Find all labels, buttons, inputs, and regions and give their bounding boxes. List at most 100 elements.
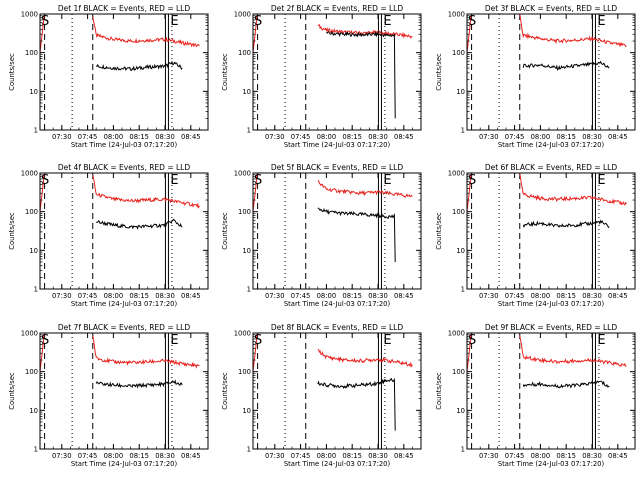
y-tick-label: 100	[452, 208, 465, 216]
detector-panel: Det 9f BLACK = Events, RED = LLD S E 1 10 100…	[435, 323, 636, 468]
y-tick-label: 100	[238, 49, 251, 57]
x-tick-label: 08:45	[394, 133, 414, 141]
x-axis-label: Start Time (24-Jul-03 07:17:20)	[498, 141, 605, 149]
x-axis-label: Start Time (24-Jul-03 07:17:20)	[284, 460, 391, 468]
lld-trace	[317, 24, 413, 40]
x-tick-label: 07:30	[479, 133, 499, 141]
x-tick-label: 08:15	[342, 133, 362, 141]
y-tick-label: 1	[461, 286, 465, 294]
y-tick-label: 10	[242, 407, 251, 415]
y-tick-label: 100	[25, 49, 38, 57]
lld-trace	[92, 175, 200, 209]
events-trace	[522, 60, 610, 71]
x-tick-label: 08:15	[556, 133, 576, 141]
y-tick-label: 1000	[234, 330, 251, 338]
x-tick-label: 08:00	[104, 452, 124, 460]
y-tick-label: 1000	[448, 11, 465, 19]
end-marker: E	[170, 333, 178, 348]
events-trace	[326, 30, 396, 119]
panel-title: Det 2f BLACK = Events, RED = LLD	[271, 4, 404, 13]
x-axis-label: Start Time (24-Jul-03 07:17:20)	[71, 300, 178, 308]
x-tick-label: 08:15	[556, 292, 576, 300]
panel-title: Det 7f BLACK = Events, RED = LLD	[58, 323, 191, 332]
events-trace	[95, 379, 183, 389]
y-tick-label: 1	[34, 127, 38, 135]
x-tick-label: 08:15	[556, 452, 576, 460]
x-tick-label: 08:30	[155, 452, 175, 460]
end-marker: E	[597, 14, 605, 29]
x-tick-label: 07:30	[265, 452, 285, 460]
start-marker: S	[254, 333, 262, 348]
y-tick-label: 1	[34, 286, 38, 294]
x-tick-label: 07:45	[505, 292, 525, 300]
end-marker: E	[383, 333, 391, 348]
detector-panel: Det 5f BLACK = Events, RED = LLD S E 1 10 100…	[221, 163, 422, 308]
panel-title: Det 8f BLACK = Events, RED = LLD	[271, 323, 404, 332]
panel-frame	[39, 332, 209, 450]
x-tick-label: 08:00	[531, 292, 551, 300]
events-trace	[317, 207, 396, 263]
end-marker: E	[383, 14, 391, 29]
y-tick-label: 1	[247, 127, 251, 135]
y-tick-label: 100	[25, 368, 38, 376]
y-tick-label: 10	[456, 88, 465, 96]
y-tick-label: 1000	[448, 330, 465, 338]
x-tick-label: 07:30	[52, 133, 72, 141]
x-axis-label: Start Time (24-Jul-03 07:17:20)	[498, 460, 605, 468]
detector-panel: Det 8f BLACK = Events, RED = LLD S E 1 10 100…	[221, 323, 422, 468]
start-marker: S	[41, 173, 49, 188]
panel-title: Det 9f BLACK = Events, RED = LLD	[485, 323, 618, 332]
y-tick-label: 10	[29, 88, 38, 96]
x-tick-label: 08:30	[582, 292, 602, 300]
x-tick-label: 08:15	[342, 452, 362, 460]
panel-frame	[466, 332, 636, 450]
x-axis-label: Start Time (24-Jul-03 07:17:20)	[498, 300, 605, 308]
end-marker: E	[170, 173, 178, 188]
start-marker: S	[468, 173, 476, 188]
x-tick-label: 08:30	[368, 133, 388, 141]
y-tick-label: 10	[29, 407, 38, 415]
panel-frame	[466, 172, 636, 290]
y-tick-label: 1000	[21, 170, 38, 178]
y-axis-label: Counts/sec	[8, 372, 16, 410]
lld-trace	[519, 173, 627, 206]
events-trace	[522, 380, 610, 389]
x-tick-label: 08:30	[582, 452, 602, 460]
panel-frame	[252, 332, 422, 450]
end-marker: E	[170, 14, 178, 29]
y-tick-label: 1	[461, 446, 465, 454]
detector-panel: Det 6f BLACK = Events, RED = LLD S E 1 10 100…	[435, 163, 636, 308]
y-axis-label: Counts/sec	[435, 372, 443, 410]
x-tick-label: 08:00	[317, 452, 337, 460]
y-axis-label: Counts/sec	[8, 212, 16, 250]
x-tick-label: 08:45	[608, 452, 628, 460]
lld-trace	[92, 16, 200, 48]
detector-panel: Det 1f BLACK = Events, RED = LLD S E 1 10 100…	[8, 4, 209, 149]
y-tick-label: 100	[452, 49, 465, 57]
x-tick-label: 07:45	[505, 452, 525, 460]
x-tick-label: 08:30	[155, 292, 175, 300]
x-tick-label: 08:15	[129, 292, 149, 300]
y-axis-label: Counts/sec	[435, 53, 443, 91]
x-tick-label: 07:30	[479, 292, 499, 300]
x-tick-label: 07:45	[78, 133, 98, 141]
panel-frame	[252, 13, 422, 131]
x-tick-label: 07:45	[291, 292, 311, 300]
y-tick-label: 1	[247, 286, 251, 294]
y-tick-label: 1000	[234, 170, 251, 178]
events-trace	[317, 377, 396, 431]
x-tick-label: 08:45	[181, 292, 201, 300]
y-tick-label: 10	[29, 247, 38, 255]
x-tick-label: 08:30	[155, 133, 175, 141]
start-marker: S	[41, 14, 49, 29]
x-tick-label: 08:45	[608, 292, 628, 300]
x-tick-label: 08:30	[368, 452, 388, 460]
end-marker: E	[597, 333, 605, 348]
x-tick-label: 08:15	[129, 452, 149, 460]
lld-trace	[519, 14, 627, 48]
x-axis-label: Start Time (24-Jul-03 07:17:20)	[71, 460, 178, 468]
panel-title: Det 3f BLACK = Events, RED = LLD	[485, 4, 618, 13]
y-tick-label: 1000	[21, 11, 38, 19]
y-tick-label: 1	[34, 446, 38, 454]
x-tick-label: 08:45	[394, 452, 414, 460]
